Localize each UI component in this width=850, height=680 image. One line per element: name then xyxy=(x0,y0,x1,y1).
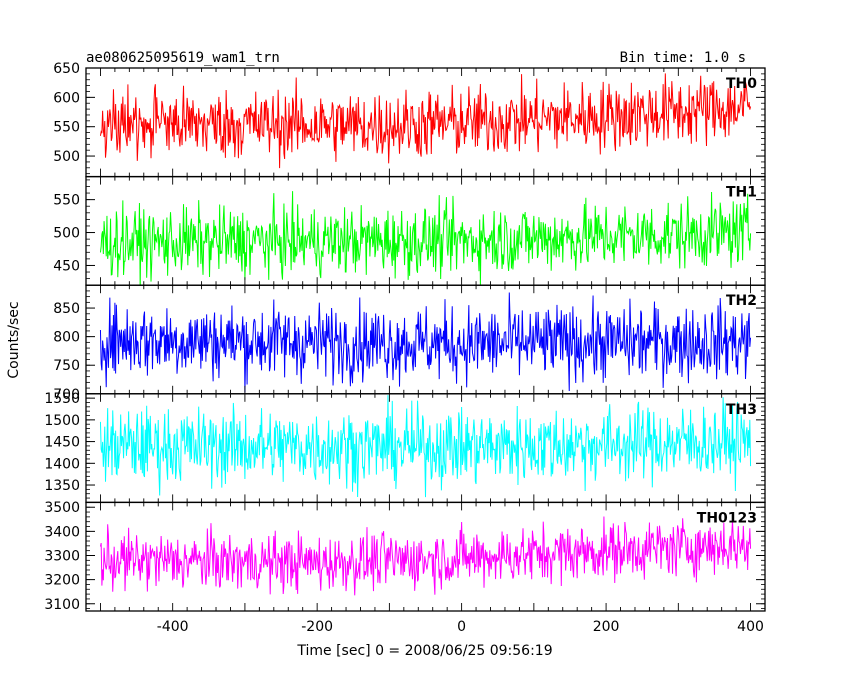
y-tick-label-th1: 450 xyxy=(53,258,80,274)
panel-label-th0123: TH0123 xyxy=(697,510,757,526)
panel-label-th1: TH1 xyxy=(726,185,757,201)
y-tick-label-th2: 750 xyxy=(53,358,80,374)
y-tick-label-th0123: 3100 xyxy=(44,597,80,613)
y-tick-label-th2: 850 xyxy=(53,301,80,317)
x-tick-label: -200 xyxy=(301,619,333,635)
series-line-th2 xyxy=(99,292,752,393)
x-tick-label: 0 xyxy=(457,619,466,635)
panels-group: 500 550 600 650 TH0 450 500 550 TH1 700 750 800 850 T… xyxy=(44,61,766,635)
x-tick-label: 400 xyxy=(737,619,764,635)
series-line-th0123 xyxy=(99,516,752,596)
y-tick-label-th1: 500 xyxy=(53,226,80,242)
panel-frame-th0123 xyxy=(85,501,766,612)
y-tick-label-th0: 550 xyxy=(53,120,80,136)
y-tick-label-th3: 1550 xyxy=(44,391,80,407)
y-tick-label-th3: 1350 xyxy=(44,478,80,494)
y-tick-label-th0123: 3300 xyxy=(44,548,80,564)
series-line-th1 xyxy=(99,191,752,286)
y-tick-label-th0123: 3400 xyxy=(44,524,80,540)
series-line-th3 xyxy=(99,395,752,498)
x-tick-label: 200 xyxy=(593,619,620,635)
series-line-th0 xyxy=(99,73,752,169)
y-tick-label-th3: 1400 xyxy=(44,456,80,472)
y-tick-label-th0123: 3500 xyxy=(44,500,80,516)
y-tick-label-th1: 550 xyxy=(53,193,80,209)
panel-label-th2: TH2 xyxy=(726,293,757,309)
panel-label-th0: TH0 xyxy=(726,76,757,92)
y-tick-label-th3: 1450 xyxy=(44,435,80,451)
y-tick-label-th0: 500 xyxy=(53,149,80,165)
chart-title: ae080625095619_wam1_trn xyxy=(86,50,280,66)
panel-label-th3: TH3 xyxy=(726,402,757,418)
x-tick-label: -400 xyxy=(157,619,189,635)
y-tick-label-th2: 700 xyxy=(53,387,80,403)
y-tick-label-th0: 600 xyxy=(53,90,80,106)
bin-time-label: Bin time: 1.0 s xyxy=(620,50,746,66)
x-axis-label: Time [sec] 0 = 2008/06/25 09:56:19 xyxy=(296,643,552,659)
y-axis-label: Counts/sec xyxy=(6,301,22,378)
y-tick-label-th2: 800 xyxy=(53,330,80,346)
y-tick-label-th0123: 3200 xyxy=(44,573,80,589)
y-tick-label-th0: 650 xyxy=(53,61,80,77)
y-tick-label-th3: 1500 xyxy=(44,413,80,429)
